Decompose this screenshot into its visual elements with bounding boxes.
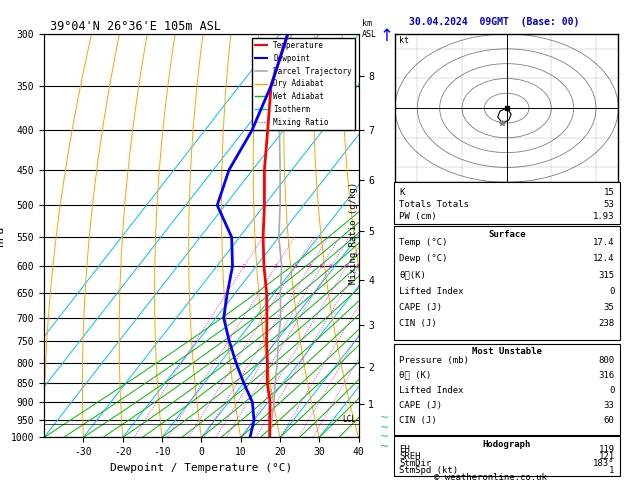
Text: ~: ~	[381, 413, 389, 423]
Text: PW (cm): PW (cm)	[399, 212, 437, 221]
Text: 1: 1	[242, 264, 245, 269]
Text: SREH: SREH	[399, 452, 421, 461]
Text: 30.04.2024  09GMT  (Base: 00): 30.04.2024 09GMT (Base: 00)	[409, 17, 579, 27]
Text: 25: 25	[409, 264, 416, 269]
Text: Mixing Ratio (g/kg): Mixing Ratio (g/kg)	[349, 182, 358, 284]
Text: km
ASL: km ASL	[362, 19, 377, 39]
Text: K: K	[399, 188, 405, 197]
Text: 6: 6	[329, 264, 333, 269]
Text: 119: 119	[598, 445, 615, 454]
Text: 17.4: 17.4	[593, 238, 615, 247]
Text: 2: 2	[274, 264, 277, 269]
Text: 0: 0	[609, 386, 615, 395]
Text: 121: 121	[598, 452, 615, 461]
Text: 15: 15	[378, 264, 386, 269]
Text: Most Unstable: Most Unstable	[472, 347, 542, 357]
Text: Hodograph: Hodograph	[483, 440, 531, 450]
Text: Pressure (mb): Pressure (mb)	[399, 356, 469, 365]
Y-axis label: hPa: hPa	[0, 226, 5, 246]
Text: 20: 20	[395, 264, 403, 269]
Text: 4: 4	[308, 264, 311, 269]
Text: Lifted Index: Lifted Index	[399, 287, 464, 296]
Text: EH: EH	[399, 445, 410, 454]
Text: 15: 15	[604, 188, 615, 197]
Text: 39°04'N 26°36'E 105m ASL: 39°04'N 26°36'E 105m ASL	[50, 20, 221, 33]
Text: StmDir: StmDir	[399, 459, 431, 468]
Text: LCL: LCL	[343, 415, 357, 424]
Text: CAPE (J): CAPE (J)	[399, 303, 442, 312]
Text: Surface: Surface	[488, 230, 526, 239]
Text: θᴄ(K): θᴄ(K)	[399, 271, 426, 279]
Text: 1.93: 1.93	[593, 212, 615, 221]
Text: Dewp (°C): Dewp (°C)	[399, 254, 448, 263]
Text: kt: kt	[399, 36, 409, 45]
Text: 0: 0	[609, 287, 615, 296]
Text: 35: 35	[604, 303, 615, 312]
Text: 183°: 183°	[593, 459, 615, 468]
Text: ~: ~	[381, 423, 389, 433]
Text: 10: 10	[355, 264, 362, 269]
Text: 33: 33	[604, 400, 615, 410]
Text: θᴄ (K): θᴄ (K)	[399, 371, 431, 380]
Text: 5: 5	[320, 264, 323, 269]
X-axis label: Dewpoint / Temperature (°C): Dewpoint / Temperature (°C)	[110, 463, 292, 473]
Text: 60: 60	[604, 416, 615, 425]
Text: 3: 3	[293, 264, 297, 269]
Text: 1: 1	[609, 466, 615, 475]
Text: StmSpd (kt): StmSpd (kt)	[399, 466, 459, 475]
Legend: Temperature, Dewpoint, Parcel Trajectory, Dry Adiabat, Wet Adiabat, Isotherm, Mi: Temperature, Dewpoint, Parcel Trajectory…	[252, 38, 355, 130]
Text: 238: 238	[598, 319, 615, 328]
Text: 316: 316	[598, 371, 615, 380]
Text: 12.4: 12.4	[593, 254, 615, 263]
Text: 315: 315	[598, 271, 615, 279]
Text: 8: 8	[345, 264, 348, 269]
Text: ↑: ↑	[380, 27, 394, 46]
Text: Temp (°C): Temp (°C)	[399, 238, 448, 247]
Text: © weatheronline.co.uk: © weatheronline.co.uk	[434, 473, 547, 482]
Text: ~: ~	[381, 442, 389, 452]
Text: ~: ~	[381, 433, 389, 442]
Text: CIN (J): CIN (J)	[399, 416, 437, 425]
Text: CAPE (J): CAPE (J)	[399, 400, 442, 410]
Text: Lifted Index: Lifted Index	[399, 386, 464, 395]
Text: 800: 800	[598, 356, 615, 365]
Text: 53: 53	[604, 200, 615, 209]
Text: CIN (J): CIN (J)	[399, 319, 437, 328]
Text: Totals Totals: Totals Totals	[399, 200, 469, 209]
